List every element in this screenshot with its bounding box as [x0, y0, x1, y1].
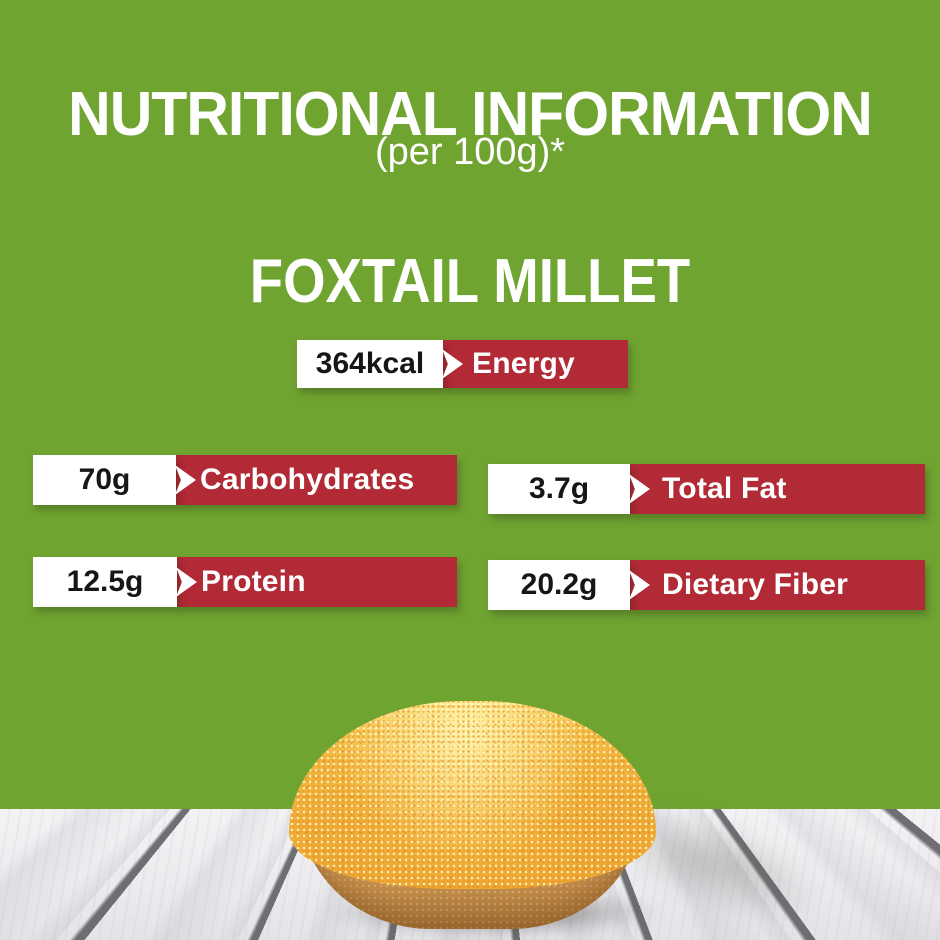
nutrient-value-box: 70g [33, 455, 196, 505]
nutrient-row-carbohydrates: 70g Carbohydrates [33, 455, 457, 505]
product-name: FOXTAIL MILLET [249, 247, 691, 317]
nutrient-row-dietary-fiber: 20.2g Dietary Fiber [488, 560, 925, 610]
nutrient-row-energy: 364kcal Energy [297, 340, 628, 388]
nutrient-value: 20.2g [520, 568, 598, 601]
nutrient-label-box: Energy [443, 340, 628, 388]
nutrient-label: Dietary Fiber [662, 568, 848, 601]
nutrient-label-box: Total Fat [630, 464, 925, 514]
nutrient-row-protein: 12.5g Protein [33, 557, 457, 607]
nutrient-value: 3.7g [528, 472, 590, 505]
nutrient-label: Energy [472, 347, 575, 380]
millet-mound [289, 701, 656, 889]
nutrient-label-box: Dietary Fiber [630, 560, 925, 610]
nutrient-label-box: Carbohydrates [176, 455, 457, 505]
nutrient-value-box: 12.5g [33, 557, 197, 607]
nutrient-value-box: 364kcal [297, 340, 463, 388]
nutrient-value-box: 20.2g [488, 560, 650, 610]
nutrient-label: Carbohydrates [200, 463, 415, 496]
page-title: NUTRITIONAL INFORMATION [68, 79, 873, 149]
nutrient-value: 12.5g [66, 565, 144, 598]
nutrient-value-box: 3.7g [488, 464, 650, 514]
serving-note: (per 100g)* [374, 131, 566, 173]
nutrient-label-box: Protein [177, 557, 457, 607]
nutrient-value: 70g [78, 463, 131, 496]
nutrient-row-total-fat: 3.7g Total Fat [488, 464, 925, 514]
nutrient-label: Total Fat [662, 472, 787, 505]
nutrient-label: Protein [201, 565, 306, 598]
nutrient-value: 364kcal [315, 347, 425, 380]
